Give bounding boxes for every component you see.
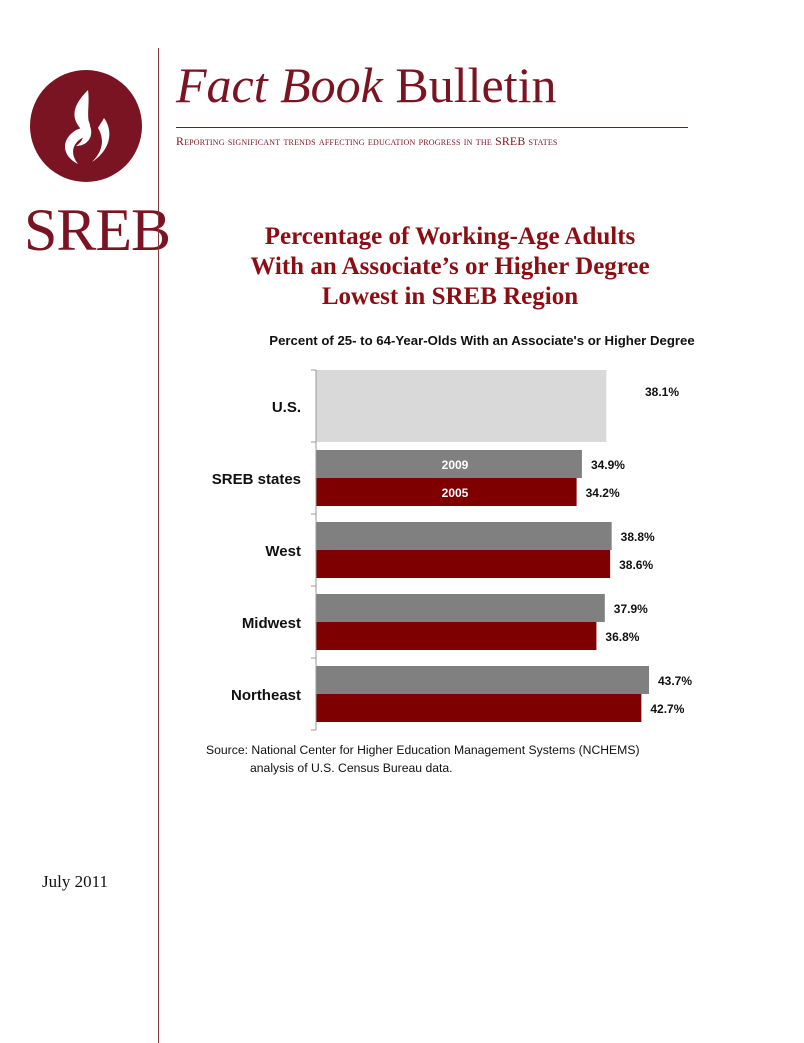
- category-label: West: [265, 543, 301, 560]
- bar-2005: [316, 478, 577, 506]
- data-label-2009: 43.7%: [658, 674, 692, 688]
- data-label-2005: 42.7%: [650, 702, 684, 716]
- bulletin-title: Fact Book Bulletin: [176, 58, 556, 113]
- bar-2005: [316, 622, 597, 650]
- category-label: Midwest: [242, 615, 301, 632]
- bulletin-title-rest: Bulletin: [395, 57, 557, 113]
- us-band-bar: [316, 370, 607, 442]
- page-title-line-2: With an Associate’s or Higher Degree: [250, 253, 650, 280]
- source-note: Source: National Center for Higher Educa…: [206, 741, 640, 777]
- source-line-2: analysis of U.S. Census Bureau data.: [250, 761, 453, 775]
- chart-title: Percent of 25- to 64-Year-Olds With an A…: [269, 333, 695, 348]
- bar-2005: [316, 550, 611, 578]
- bar-2009: [316, 522, 612, 550]
- sidebar-divider: [158, 48, 159, 1043]
- bar-2009: [316, 450, 582, 478]
- sreb-logo-icon: [30, 70, 142, 182]
- page-title: Percentage of Working-Age Adults With an…: [190, 222, 710, 312]
- page-title-line-3: Lowest in SREB Region: [321, 283, 579, 310]
- data-label-2009: 37.9%: [614, 602, 648, 616]
- data-label-2009: 34.9%: [591, 458, 625, 472]
- category-label: SREB states: [212, 471, 301, 488]
- header-divider: [176, 127, 688, 128]
- page-title-line-1: Percentage of Working-Age Adults: [264, 223, 636, 250]
- brand-name: SREB: [24, 197, 171, 263]
- data-label-2005: 34.2%: [586, 486, 620, 500]
- legend-label-2005: 2005: [442, 486, 469, 500]
- data-label-2005: 38.6%: [619, 558, 653, 572]
- source-line-1: Source: National Center for Higher Educa…: [206, 743, 640, 757]
- data-label-2009: 38.1%: [645, 385, 679, 399]
- legend-label-2009: 2009: [442, 458, 469, 472]
- data-label-2009: 38.8%: [621, 530, 655, 544]
- bar-2005: [316, 694, 642, 722]
- data-label-2005: 36.8%: [605, 630, 639, 644]
- tagline: Reporting significant trends affecting e…: [176, 134, 558, 148]
- publication-date: July 2011: [42, 872, 108, 891]
- bar-2009: [316, 594, 605, 622]
- bar-2009: [316, 666, 649, 694]
- category-label: U.S.: [272, 399, 301, 416]
- category-label: Northeast: [231, 687, 301, 704]
- bulletin-title-italic: Fact Book: [176, 57, 383, 113]
